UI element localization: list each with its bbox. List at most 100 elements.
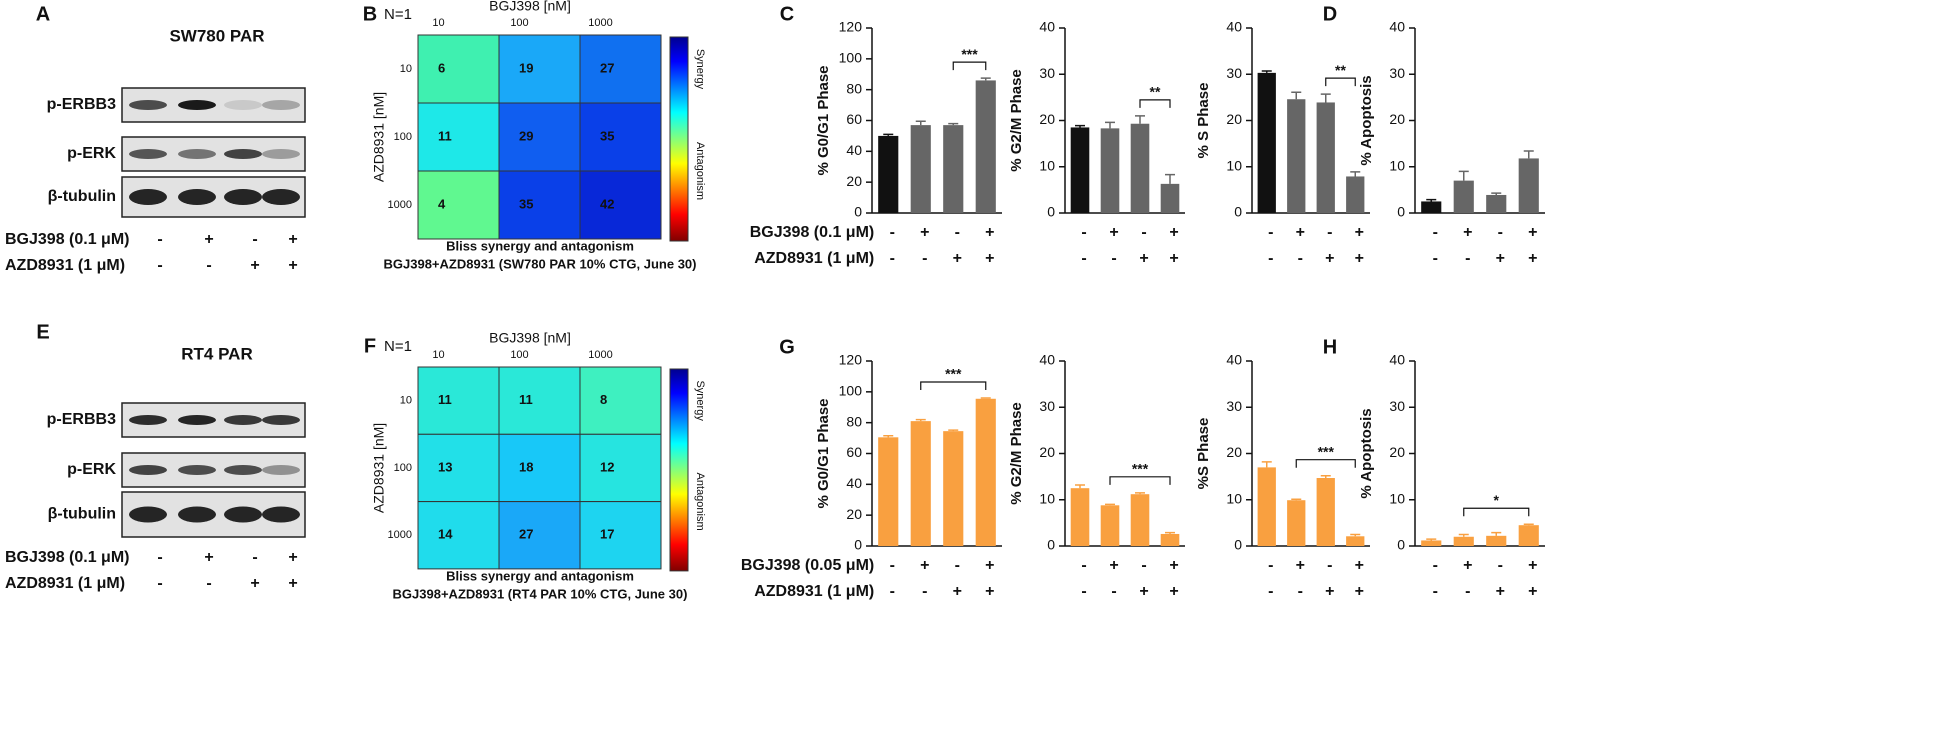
- treatment-sign: -: [890, 557, 895, 574]
- heatmap-cell: [417, 501, 500, 570]
- treatment-sign: -: [1081, 224, 1086, 241]
- treatment-sign: +: [1296, 557, 1305, 574]
- y-tick-label: 40: [1039, 19, 1055, 35]
- y-tick-label: 20: [1389, 444, 1405, 460]
- cell-label: 42: [600, 196, 614, 211]
- bar: [943, 431, 964, 546]
- panel-label: H: [1323, 336, 1337, 358]
- treatment-sign: +: [1528, 250, 1537, 267]
- heatmap-cell: [498, 501, 581, 570]
- band: [178, 149, 216, 159]
- treatment-sign: -: [1081, 250, 1086, 267]
- significance-bracket: [1109, 476, 1171, 485]
- error-bar: [1135, 115, 1145, 124]
- significance-label: **: [1150, 84, 1161, 100]
- treatment-label: AZD8931 (1 μM): [5, 575, 125, 592]
- bar: [1070, 488, 1090, 546]
- y-tick-label: 10: [1389, 157, 1405, 173]
- error-bar: [1135, 492, 1145, 495]
- treatment-label: BGJ398 (0.1 μM): [5, 231, 130, 248]
- y-tick-label: 60: [846, 444, 862, 460]
- blot-row-label: p-ERBB3: [47, 411, 116, 428]
- treatment-sign: -: [1327, 224, 1332, 241]
- cell-label: 13: [438, 459, 452, 474]
- band: [178, 189, 216, 205]
- band: [224, 100, 262, 110]
- significance-label: ***: [1318, 443, 1335, 459]
- y-tick-label: 100: [394, 462, 412, 474]
- bar: [1316, 478, 1335, 546]
- y-tick-label: 10: [1039, 157, 1055, 173]
- treatment-sign: -: [1081, 557, 1086, 574]
- blot-title: RT4 PAR: [181, 344, 252, 363]
- treatment-sign: +: [204, 231, 213, 248]
- band: [129, 506, 167, 523]
- treatment-sign: -: [1141, 557, 1146, 574]
- error-bar: [1491, 192, 1502, 195]
- heatmap-cell: [579, 170, 662, 240]
- bar: [878, 135, 899, 213]
- cell-label: 11: [438, 128, 452, 143]
- blot-row-label: p-ERBB3: [47, 96, 116, 113]
- treatment-sign: +: [288, 575, 297, 592]
- x-axis-label: BGJ398 [nM]: [489, 330, 571, 346]
- y-tick-label: 10: [400, 63, 412, 75]
- treatment-sign: +: [1463, 557, 1472, 574]
- cell-label: 4: [438, 196, 446, 211]
- treatment-sign: -: [1141, 224, 1146, 241]
- bar: [1100, 505, 1120, 546]
- bar: [1257, 72, 1276, 213]
- treatment-sign: -: [955, 224, 960, 241]
- error-bar: [1523, 523, 1534, 526]
- y-tick-label: 20: [1389, 111, 1405, 127]
- treatment-sign: +: [1296, 224, 1305, 241]
- treatment-sign: -: [252, 231, 257, 248]
- y-tick-label: 1000: [388, 529, 412, 541]
- band: [224, 506, 262, 523]
- band: [224, 465, 262, 475]
- band: [224, 415, 262, 425]
- error-bar: [883, 133, 894, 136]
- x-tick-label: 10: [432, 17, 444, 29]
- y-tick-label: 10: [1226, 157, 1242, 173]
- error-bar: [1075, 124, 1085, 128]
- y-tick-label: 80: [846, 413, 862, 429]
- error-bar: [1261, 70, 1272, 73]
- bar: [1421, 540, 1442, 546]
- colorbar-label: Synergy: [694, 49, 706, 90]
- y-tick-label: 40: [846, 475, 862, 491]
- error-bar: [1491, 531, 1502, 536]
- cell-label: 6: [438, 60, 445, 75]
- band: [129, 465, 167, 475]
- cell-label: 8: [600, 392, 607, 407]
- treatment-sign: -: [206, 257, 211, 274]
- treatment-sign: +: [1463, 224, 1472, 241]
- treatment-sign: +: [1528, 583, 1537, 600]
- band: [262, 465, 300, 475]
- y-tick-label: 0: [854, 204, 862, 220]
- significance-label: *: [1494, 492, 1500, 508]
- error-bar: [1075, 484, 1085, 489]
- treatment-label: AZD8931 (1 μM): [754, 250, 874, 267]
- treatment-sign: +: [1355, 557, 1364, 574]
- treatment-sign: +: [1528, 224, 1537, 241]
- treatment-sign: +: [1355, 224, 1364, 241]
- x-axis-label: BGJ398 [nM]: [489, 0, 571, 14]
- treatment-sign: +: [1325, 250, 1334, 267]
- treatment-sign: +: [1496, 250, 1505, 267]
- treatment-sign: -: [1111, 250, 1116, 267]
- y-tick-label: 10: [1039, 490, 1055, 506]
- y-tick-label: 30: [1039, 398, 1055, 414]
- y-axis-label: AZD8931 [nM]: [371, 423, 387, 513]
- y-tick-label: 20: [846, 506, 862, 522]
- treatment-sign: +: [1109, 224, 1118, 241]
- cell-label: 35: [600, 128, 614, 143]
- error-bar: [915, 120, 926, 126]
- y-tick-label: 40: [1226, 352, 1242, 368]
- treatment-sign: -: [890, 224, 895, 241]
- error-bar: [1105, 503, 1115, 506]
- cell-label: 35: [519, 196, 533, 211]
- y-tick-label: 40: [846, 142, 862, 158]
- band: [178, 100, 216, 110]
- y-tick-label: 30: [1389, 65, 1405, 81]
